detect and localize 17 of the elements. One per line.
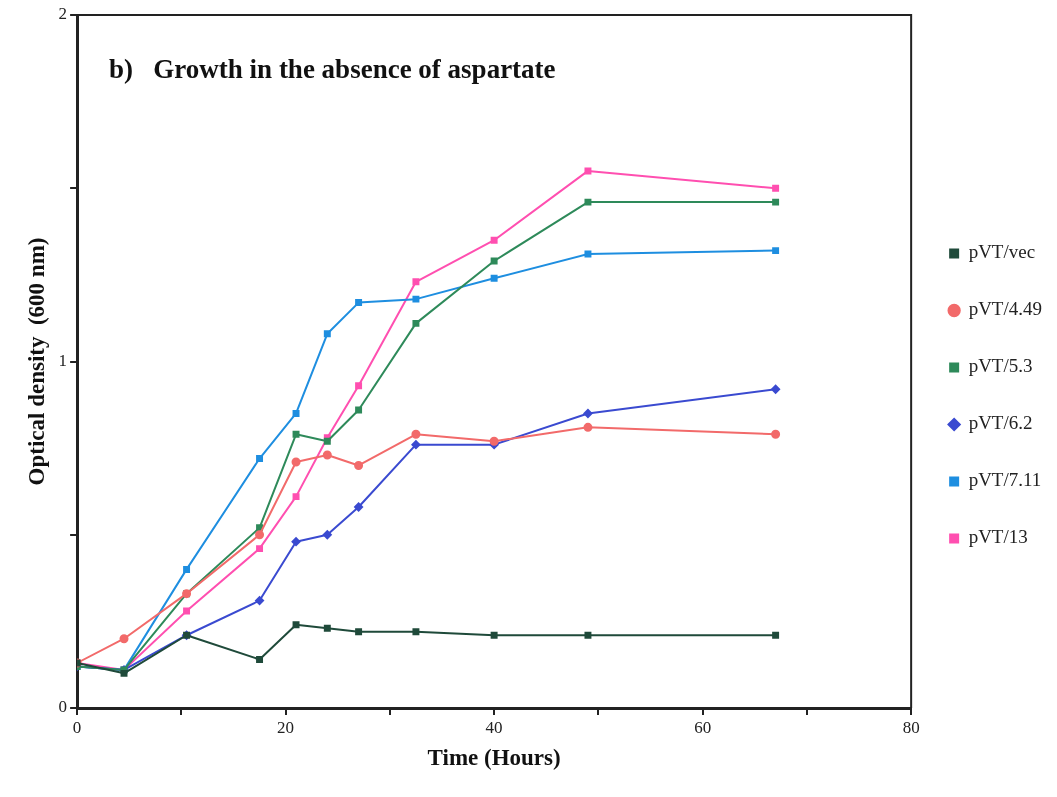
legend-label: pVT/13 bbox=[968, 526, 1028, 548]
y-tick-label: 2 bbox=[58, 4, 68, 24]
legend-label: pVT/5.3 bbox=[968, 355, 1033, 377]
legend-label: pVT/7.11 bbox=[968, 469, 1042, 491]
y-axis-title: Optical density (600 nm) bbox=[23, 237, 49, 486]
legend-label: pVT/6.2 bbox=[968, 412, 1033, 434]
y-tick-label: 1 bbox=[58, 350, 68, 370]
x-axis-title: Time (Hours) bbox=[427, 745, 561, 771]
x-tick-label: 0 bbox=[72, 717, 82, 737]
x-tick-label: 20 bbox=[277, 717, 295, 737]
legend-label: pVT/vec bbox=[968, 241, 1036, 263]
legend-label: pVT/4.49 bbox=[968, 298, 1042, 320]
text: b) Growth in the absence of aspartate bbox=[109, 54, 556, 85]
x-tick-label: 60 bbox=[694, 717, 712, 737]
y-tick-label: 0 bbox=[58, 697, 68, 717]
x-tick-label: 40 bbox=[485, 717, 503, 737]
x-tick-label: 80 bbox=[902, 717, 920, 737]
